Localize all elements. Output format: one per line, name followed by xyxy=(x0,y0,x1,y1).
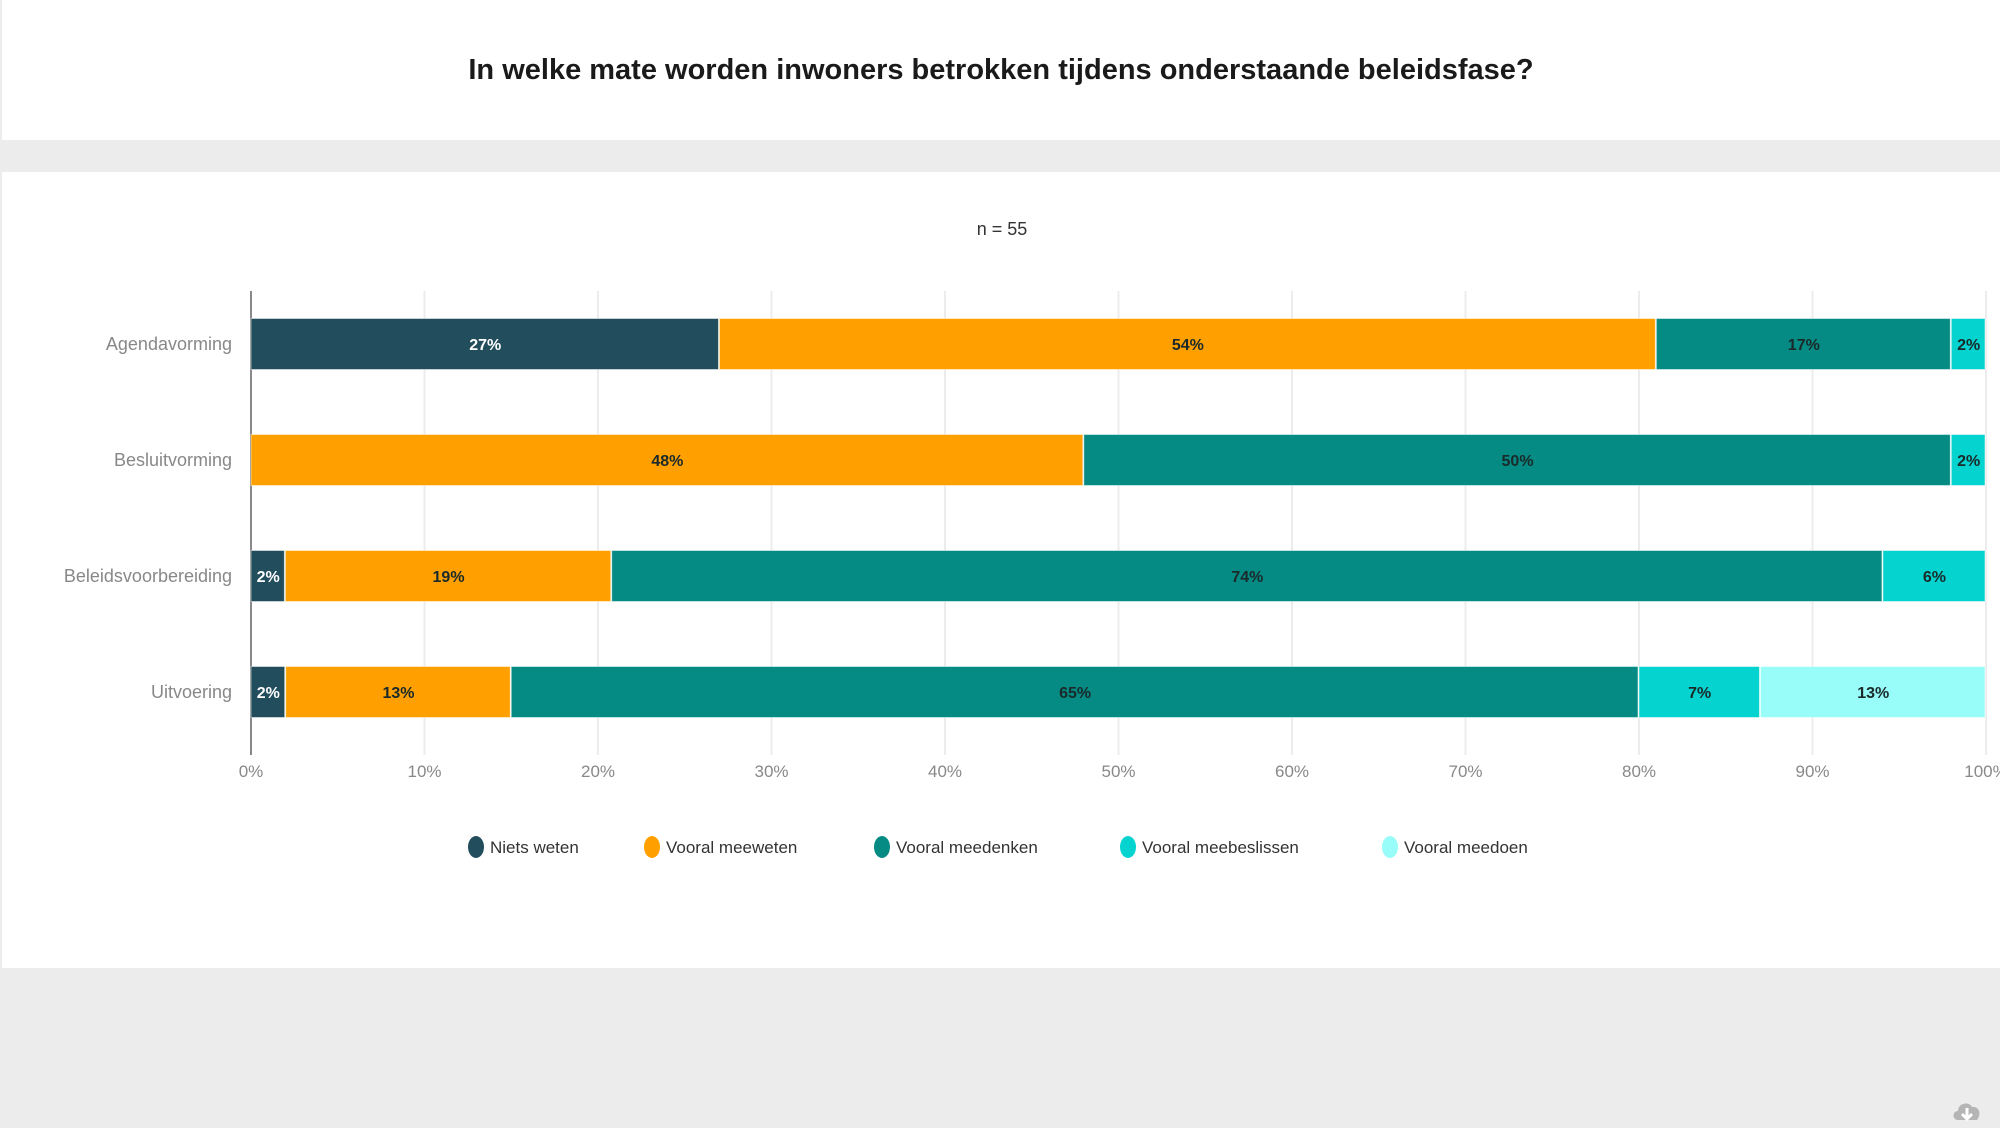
chart-title: In welke mate worden inwoners betrokken … xyxy=(468,53,1534,86)
bar-segment xyxy=(284,550,612,602)
x-tick-label: 0% xyxy=(239,762,264,781)
data-label: 2% xyxy=(257,569,280,586)
category-label: Besluitvorming xyxy=(114,450,232,470)
x-tick-label: 90% xyxy=(1795,762,1829,781)
data-label: 2% xyxy=(1957,453,1980,470)
x-tick-label: 20% xyxy=(581,762,615,781)
x-tick-label: 30% xyxy=(754,762,788,781)
data-label: 48% xyxy=(651,453,683,470)
data-label: 27% xyxy=(469,337,501,354)
category-label: Uitvoering xyxy=(151,682,232,702)
bar-segment xyxy=(1759,666,1986,718)
bar-segment xyxy=(718,318,1656,370)
x-tick-label: 70% xyxy=(1448,762,1482,781)
bar-segment xyxy=(611,550,1883,602)
bar-segment xyxy=(250,318,719,370)
bar-segment xyxy=(250,550,285,602)
bar-segment xyxy=(1950,318,1986,370)
bar-segment xyxy=(1083,434,1951,486)
chart-card: n = 55 0% 10% 20% 30% 40% 50% 60% 70% 80% 90% 100% A… xyxy=(2,172,2000,1122)
category-label: Beleidsvoorbereiding xyxy=(64,566,232,586)
legend-label: Vooral meedoen xyxy=(1404,838,1528,857)
cloud-download-icon[interactable] xyxy=(1950,1094,1984,1128)
x-tick-label: 10% xyxy=(407,762,441,781)
bar-segment xyxy=(250,666,286,718)
data-label: 2% xyxy=(257,685,280,702)
data-label: 7% xyxy=(1688,685,1711,702)
x-tick-label: 50% xyxy=(1101,762,1135,781)
x-tick-label: 80% xyxy=(1622,762,1656,781)
bar-segment xyxy=(1655,318,1951,370)
chart-subtitle: n = 55 xyxy=(977,219,1028,239)
data-label: 2% xyxy=(1957,337,1980,354)
legend-label: Vooral meebeslissen xyxy=(1142,838,1299,857)
x-tick-label: 60% xyxy=(1275,762,1309,781)
data-label: 13% xyxy=(382,685,414,702)
bar-segment xyxy=(250,434,1084,486)
data-label: 19% xyxy=(433,569,465,586)
legend-marker xyxy=(644,836,660,858)
bar-segment xyxy=(285,666,511,718)
legend-label: Niets weten xyxy=(490,838,579,857)
legend-label: Vooral meeweten xyxy=(666,838,797,857)
bar-segment xyxy=(1882,550,1986,602)
legend-label: Vooral meedenken xyxy=(896,838,1038,857)
stacked-bar-chart: n = 55 0% 10% 20% 30% 40% 50% 60% 70% 80% 90% 100% A… xyxy=(64,219,2000,858)
bar-segment xyxy=(510,666,1639,718)
bar-segment xyxy=(1638,666,1760,718)
bar-segment xyxy=(1950,434,1986,486)
x-tick-label: 40% xyxy=(928,762,962,781)
data-label: 17% xyxy=(1788,337,1820,354)
data-label: 54% xyxy=(1172,337,1204,354)
data-label: 74% xyxy=(1231,569,1263,586)
x-tick-label: 100% xyxy=(1964,762,2000,781)
legend-marker xyxy=(1382,836,1398,858)
category-label: Agendavorming xyxy=(106,334,232,354)
data-label: 50% xyxy=(1502,453,1534,470)
title-card: In welke mate worden inwoners betrokken … xyxy=(2,0,2000,140)
legend-marker xyxy=(874,836,890,858)
data-label: 6% xyxy=(1923,569,1946,586)
data-label: 65% xyxy=(1059,685,1091,702)
legend-marker xyxy=(1120,836,1136,858)
legend-marker xyxy=(468,836,484,858)
data-label: 13% xyxy=(1857,685,1889,702)
